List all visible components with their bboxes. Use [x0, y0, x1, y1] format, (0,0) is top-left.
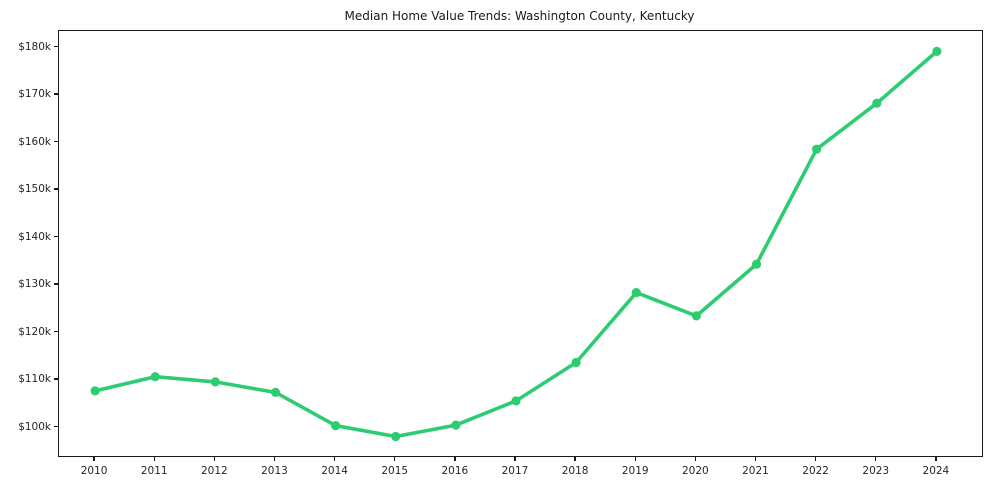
x-tick-mark — [93, 456, 95, 461]
y-tick-mark — [54, 235, 58, 238]
x-tick-mark — [153, 456, 155, 461]
y-tick-label: $180k — [18, 40, 51, 53]
y-tick-mark — [54, 425, 58, 428]
x-tick-mark — [634, 456, 636, 461]
data-point-marker — [932, 46, 942, 56]
data-point-marker — [511, 396, 521, 406]
data-point-marker — [812, 144, 822, 154]
x-tick-label: 2013 — [261, 465, 288, 477]
x-tick-label: 2014 — [321, 465, 348, 477]
x-tick-label: 2010 — [80, 465, 108, 477]
data-point-marker — [751, 259, 762, 269]
x-tick-mark — [454, 456, 456, 461]
y-tick-mark — [54, 93, 58, 95]
x-tick-label: 2021 — [742, 465, 769, 477]
y-tick-label: $130k — [18, 278, 51, 291]
x-tick-label: 2019 — [621, 465, 649, 477]
x-tick-mark — [814, 456, 817, 461]
data-point-marker — [631, 288, 641, 298]
data-point-marker — [150, 372, 160, 382]
x-tick-label: 2020 — [682, 465, 709, 477]
y-tick-mark — [54, 283, 58, 285]
y-tick-label: $100k — [18, 420, 51, 433]
y-tick-label: $170k — [18, 88, 51, 101]
data-point-marker — [90, 386, 100, 396]
x-tick-label: 2011 — [140, 465, 168, 477]
y-tick-mark — [54, 45, 58, 48]
x-tick-mark — [514, 456, 516, 461]
x-tick-mark — [273, 456, 276, 461]
x-tick-mark — [333, 456, 336, 461]
data-point-marker — [691, 311, 702, 321]
data-point-marker — [270, 387, 281, 397]
x-tick-label: 2023 — [862, 465, 890, 477]
data-point-marker — [571, 357, 581, 368]
x-tick-mark — [875, 456, 877, 461]
y-tick-mark — [54, 330, 58, 333]
plot-area — [58, 30, 983, 457]
x-tick-mark — [213, 456, 216, 461]
x-tick-label: 2017 — [501, 465, 529, 477]
x-tick-label: 2015 — [381, 465, 409, 477]
line-series-svg — [90, 46, 942, 442]
data-point-marker — [872, 98, 882, 108]
series-line — [93, 49, 939, 439]
y-tick-label: $150k — [18, 183, 51, 196]
y-tick-label: $110k — [18, 373, 51, 386]
x-tick-mark — [394, 456, 396, 461]
y-tick-mark — [54, 140, 58, 143]
x-tick-mark — [935, 456, 937, 461]
x-tick-label: 2024 — [922, 465, 950, 477]
x-tick-label: 2022 — [802, 465, 829, 477]
x-tick-mark — [754, 456, 757, 461]
x-tick-label: 2016 — [441, 465, 469, 477]
x-tick-mark — [574, 456, 576, 461]
y-tick-mark — [54, 188, 58, 190]
y-tick-label: $140k — [18, 230, 51, 243]
chart-title: Median Home Value Trends: Washington Cou… — [344, 9, 695, 23]
data-point-marker — [391, 431, 401, 442]
x-tick-label: 2018 — [561, 465, 589, 477]
x-tick-mark — [694, 456, 697, 461]
data-point-marker — [331, 421, 341, 431]
data-point-marker — [210, 377, 220, 387]
y-tick-label: $120k — [18, 325, 51, 338]
y-tick-label: $160k — [18, 135, 51, 148]
y-tick-mark — [54, 378, 58, 380]
data-point-marker — [451, 420, 461, 430]
x-tick-label: 2012 — [200, 465, 228, 477]
